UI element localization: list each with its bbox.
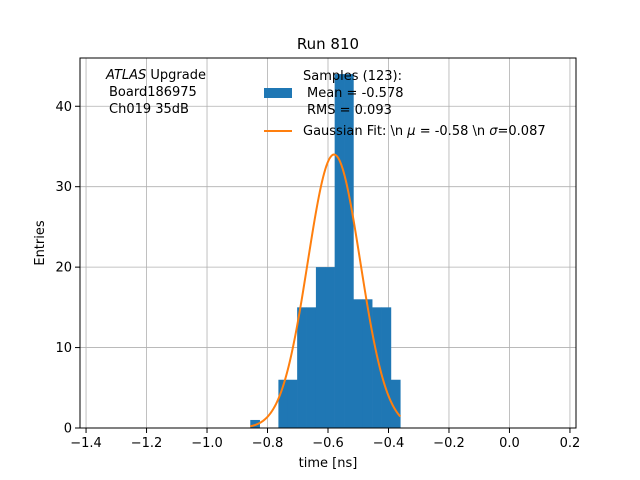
- y-axis-label: Entries: [33, 220, 48, 266]
- legend-samples: Samples (123):: [303, 69, 402, 84]
- legend-histogram-swatch: [264, 88, 292, 98]
- legend-fit-suffix: =0.087: [498, 124, 546, 139]
- x-tick-label: 0.2: [560, 436, 581, 451]
- annotation-upgrade: Upgrade: [146, 68, 206, 83]
- gaussian-fit-curve-group: [250, 153, 402, 428]
- histogram-bar: [287, 379, 298, 428]
- legend-rms: RMS = 0.093: [307, 103, 392, 118]
- annotation-board: Board186975: [109, 85, 197, 100]
- histogram-bar: [325, 267, 335, 428]
- y-tick-label: 30: [55, 180, 72, 195]
- gaussian-fit-curve: [250, 153, 402, 428]
- histogram-bar: [278, 379, 289, 428]
- x-tick-label: −1.0: [191, 436, 223, 451]
- histogram-bar: [315, 267, 326, 428]
- x-tick-label: −0.6: [312, 436, 344, 451]
- annotation-line-1: ATLAS Upgrade: [105, 68, 206, 83]
- x-tick-label: −1.2: [131, 436, 163, 451]
- x-tick-label: −0.2: [433, 436, 465, 451]
- y-tick-label: 20: [55, 261, 72, 276]
- legend-fit-mu-symbol: μ: [406, 124, 415, 139]
- legend-mean: Mean = -0.578: [307, 86, 403, 101]
- histogram-bar: [306, 307, 317, 428]
- histogram-bar: [353, 299, 364, 428]
- legend-fit-label: Gaussian Fit: \n μ = -0.58 \n σ=0.087: [303, 124, 546, 139]
- x-tick-label: 0.0: [499, 436, 520, 451]
- chart-title: Run 810: [297, 35, 359, 53]
- annotation-atlas: ATLAS: [105, 68, 146, 83]
- x-tick-label: −1.4: [70, 436, 102, 451]
- histogram-bar: [362, 299, 373, 428]
- histogram-bars: [250, 74, 401, 428]
- legend: Samples (123): Mean = -0.578 RMS = 0.093…: [264, 69, 546, 139]
- histogram-bar: [344, 74, 354, 428]
- legend-fit-middle: = -0.58 \n: [416, 124, 490, 139]
- x-tick-label: −0.8: [252, 436, 284, 451]
- x-tick-label: −0.4: [373, 436, 405, 451]
- legend-fit-prefix: Gaussian Fit: \n: [303, 124, 407, 139]
- x-axis-label: time [ns]: [299, 456, 358, 471]
- histogram-bar: [381, 307, 392, 428]
- annotation-channel: Ch019 35dB: [109, 102, 189, 117]
- y-tick-label: 40: [55, 100, 72, 115]
- legend-fit-sigma-symbol: σ: [489, 124, 498, 139]
- y-axis-ticks: 0 10 20 30 40: [55, 100, 80, 437]
- y-tick-label: 0: [64, 422, 72, 437]
- histogram-bar: [390, 379, 401, 428]
- histogram-bar: [372, 307, 382, 428]
- y-tick-label: 10: [55, 341, 72, 356]
- atlas-annotation: ATLAS Upgrade Board186975 Ch019 35dB: [105, 68, 206, 117]
- histogram-bar: [334, 74, 345, 428]
- histogram-bar: [297, 307, 307, 428]
- x-axis-ticks: −1.4 −1.2 −1.0 −0.8 −0.6 −0.4 −0.2 0.0 0.2: [70, 428, 580, 451]
